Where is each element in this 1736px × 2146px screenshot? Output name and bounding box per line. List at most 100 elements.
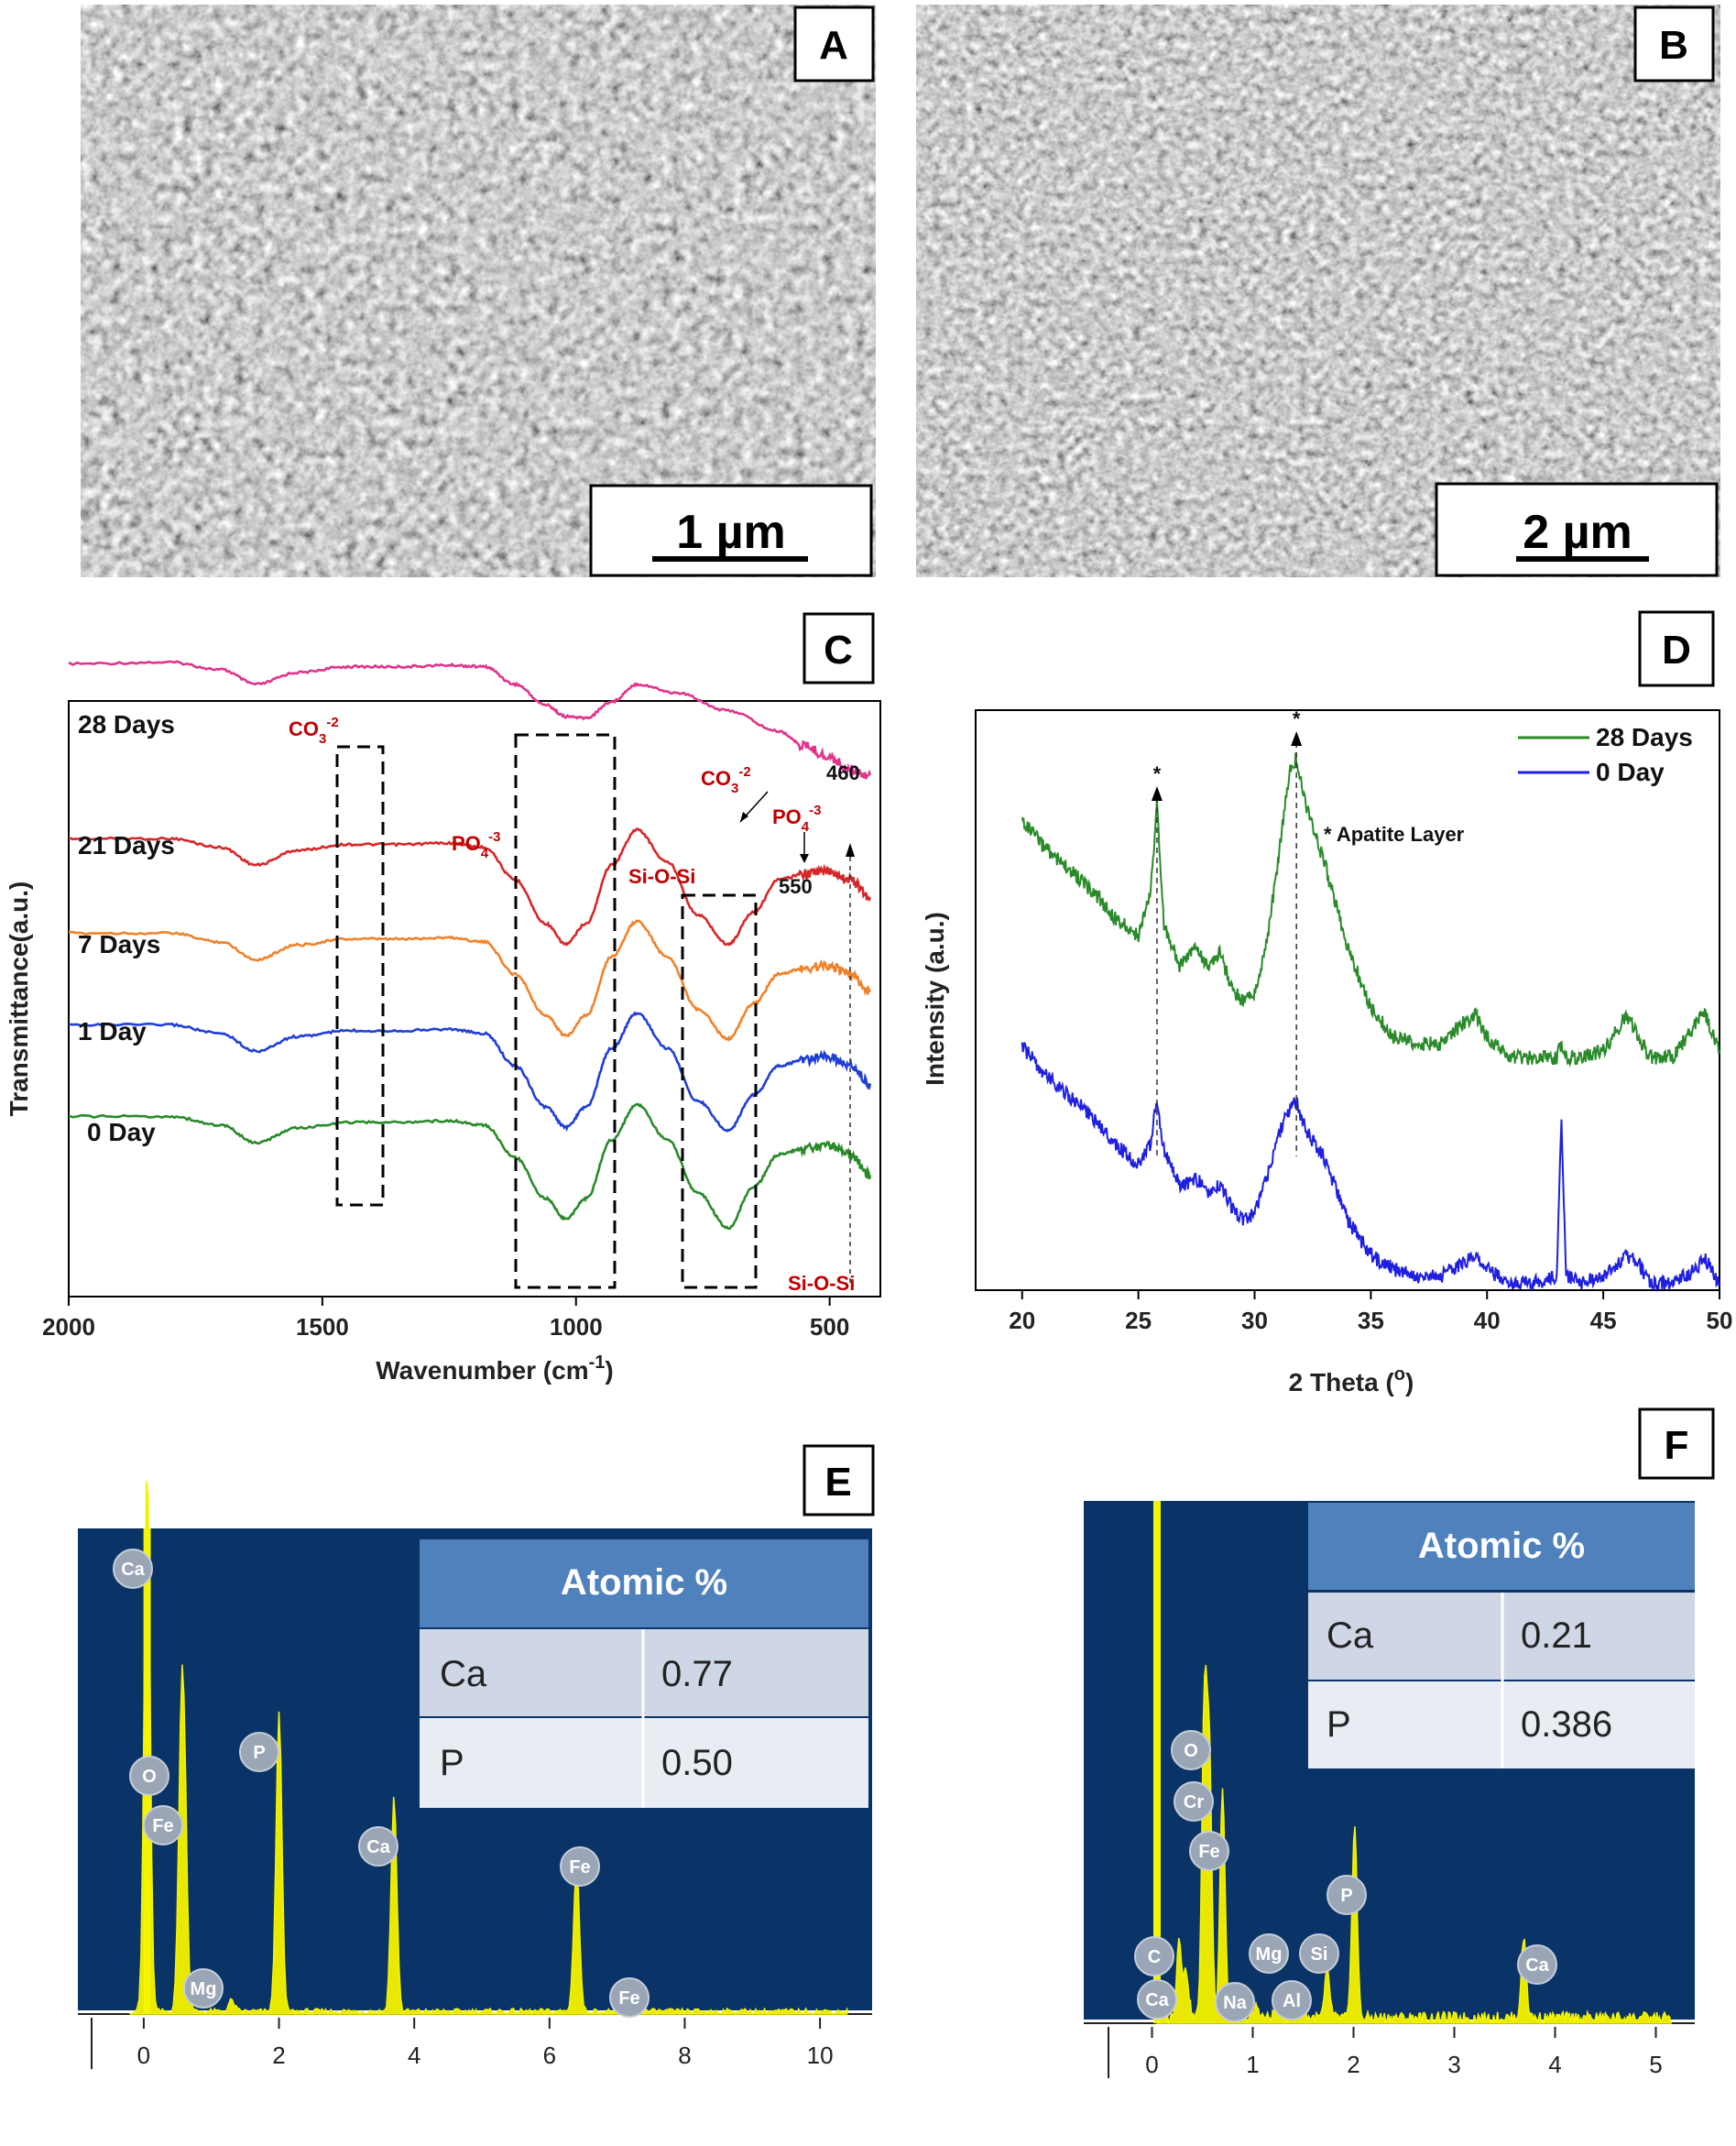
element-label: Fe xyxy=(1198,1842,1219,1862)
eds-tick-label: 4 xyxy=(408,2042,420,2069)
annotation-apatite: * Apatite Layer xyxy=(1324,823,1465,846)
table-cell-e-ca-name: Ca xyxy=(440,1654,487,1694)
series-line-c xyxy=(68,1011,872,1133)
table-cell-f-p-name: P xyxy=(1327,1704,1351,1745)
panel-b: B 2 µm xyxy=(916,5,1720,577)
scale-bar-label-a: 1 µm xyxy=(676,506,786,559)
series-line-c xyxy=(68,919,872,1042)
element-badge xyxy=(1134,1936,1174,1976)
element-label: Ca xyxy=(366,1837,390,1857)
legend-label-28days: 28 Days xyxy=(1596,723,1693,751)
element-badge xyxy=(183,1968,224,2009)
element-badge xyxy=(560,1846,600,1887)
y-axis-title-d: Intensity (a.u.) xyxy=(921,912,949,1086)
element-badge xyxy=(1299,1933,1339,1974)
x-tick-label-d: 25 xyxy=(1125,1307,1152,1334)
panel-d: D 20 25 30 35 40 45 50 ** * Apatite Layer 28 D… xyxy=(921,610,1732,1396)
eds-tick-label: 0 xyxy=(1145,2051,1158,2078)
plot-frame-d xyxy=(975,709,1720,1291)
element-label: Mg xyxy=(1256,1944,1283,1965)
element-label: Fe xyxy=(152,1816,173,1836)
element-label: Al xyxy=(1283,1991,1301,2011)
peak-star-d: * xyxy=(1293,707,1301,730)
element-label: Ca xyxy=(1145,1990,1169,2010)
legend-d: 28 Days 0 Day xyxy=(1518,723,1693,786)
element-label: Cr xyxy=(1184,1792,1204,1812)
table-header-e: Atomic % xyxy=(561,1562,727,1603)
eds-axis-area-f xyxy=(1084,2020,1695,2146)
panel-letter-box-c xyxy=(802,612,875,684)
panel-f: F C Ca O Cr Fe Na Mg Al Si P Ca 0 1 2 3 4 5 Atomic % Ca… xyxy=(1084,1407,1715,2146)
eds-tick-label: 8 xyxy=(678,2042,691,2069)
element-label: Ca xyxy=(121,1560,145,1580)
element-badge xyxy=(1174,1781,1214,1822)
annotation-sioi-mid: Si-O-Si xyxy=(628,865,695,888)
panel-a: A 1 µm xyxy=(81,5,876,577)
annotation-550: 550 xyxy=(779,875,813,898)
panel-letter-box-a xyxy=(793,5,875,82)
eds-peaks-e: Ca O Fe Mg P Ca Fe Fe xyxy=(113,1481,848,2018)
arrowhead-460 xyxy=(846,843,855,857)
panel-letter-box-f xyxy=(1638,1407,1715,1480)
panel-letter-box-b xyxy=(1633,5,1715,82)
eds-ticks-f: 0 1 2 3 4 5 xyxy=(1108,2027,1663,2078)
dashed-box-po4 xyxy=(514,733,617,1289)
element-label: Fe xyxy=(618,1988,639,2009)
element-badge xyxy=(239,1732,279,1772)
peak-arrow-d xyxy=(1151,786,1163,801)
panel-c: C 2000 1500 1000 500 CO3-2 PO4-3 CO3-2 PO4-… xyxy=(5,612,881,1385)
element-badge xyxy=(1171,1730,1211,1770)
x-tick-label-d: 20 xyxy=(1009,1307,1035,1334)
eds-tick-label: 2 xyxy=(1347,2051,1359,2078)
x-tick-label-c: 2000 xyxy=(42,1313,95,1341)
element-badge xyxy=(1517,1944,1557,1985)
panel-letter-f: F xyxy=(1665,1423,1689,1468)
atomic-table-e: Atomic % Ca 0.77 P 0.50 xyxy=(420,1539,868,1808)
element-label: C xyxy=(1148,1947,1161,1967)
table-cell-e-ca-value: 0.77 xyxy=(661,1654,733,1694)
arrowhead-550 xyxy=(800,854,809,863)
table-cell-e-p-value: 0.50 xyxy=(661,1743,733,1783)
series-label-c: 7 Days xyxy=(78,930,160,958)
y-axis-title-c: Transmittance(a.u.) xyxy=(5,881,33,1117)
panel-letter-d: D xyxy=(1662,628,1691,673)
peak-star-d: * xyxy=(1153,762,1162,785)
eds-main-peak xyxy=(1153,1501,1161,2023)
eds-tick-label: 10 xyxy=(807,2042,834,2069)
eds-tick-label: 4 xyxy=(1548,2051,1561,2078)
annotation-460: 460 xyxy=(826,761,860,784)
sem-image-a xyxy=(81,5,876,577)
eds-tick-label: 2 xyxy=(272,2042,285,2069)
panel-letter-box-e xyxy=(802,1444,875,1516)
series-c xyxy=(68,660,872,1231)
legend-label-0day: 0 Day xyxy=(1596,758,1665,786)
series-label-c: 0 Day xyxy=(87,1118,156,1146)
annotation-sioi-bottom: Si-O-Si xyxy=(788,1272,855,1295)
element-label: Na xyxy=(1223,1993,1247,2013)
element-badge xyxy=(1272,1980,1312,2020)
panel-letter-a: A xyxy=(819,23,848,68)
x-tick-label-c: 500 xyxy=(810,1313,849,1341)
element-label: P xyxy=(253,1743,265,1763)
element-label: Ca xyxy=(1525,1955,1549,1976)
element-badge xyxy=(358,1826,399,1867)
series-label-c: 1 Day xyxy=(78,1017,147,1046)
element-label: Fe xyxy=(569,1857,590,1878)
panel-letter-e: E xyxy=(824,1460,851,1505)
dashed-box-co3 xyxy=(335,745,385,1207)
eds-tick-label: 0 xyxy=(137,2042,150,2069)
series-label-c: 28 Days xyxy=(78,710,175,739)
element-label: O xyxy=(142,1767,157,1787)
element-badge xyxy=(1215,1982,1255,2022)
element-label: Mg xyxy=(191,1979,217,1999)
element-badge xyxy=(1327,1875,1367,1915)
atomic-table-f: Atomic % Ca 0.21 P 0.386 xyxy=(1308,1503,1695,1768)
eds-tick-label: 6 xyxy=(543,2042,556,2069)
x-axis-title-c: Wavenumber (cm-1) xyxy=(376,1352,613,1385)
series-line-c xyxy=(68,660,872,780)
x-ticks-d: 20 25 30 35 40 45 50 xyxy=(1009,1290,1732,1334)
x-ticks-c: 2000 1500 1000 500 xyxy=(42,1297,849,1341)
eds-tick-label: 3 xyxy=(1447,2051,1460,2078)
series-line-d xyxy=(1021,752,1720,1068)
